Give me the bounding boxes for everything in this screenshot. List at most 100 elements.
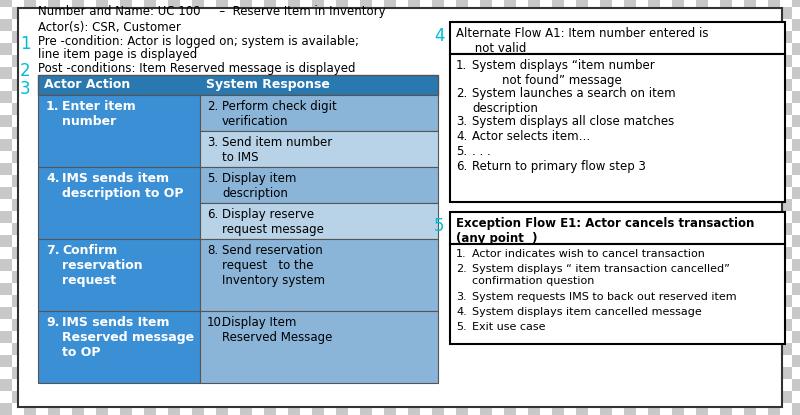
Bar [204, 379, 216, 391]
Bar [180, 235, 192, 247]
Bar [528, 0, 540, 7]
Bar [684, 403, 696, 415]
Bar [132, 295, 144, 307]
Bar [168, 7, 180, 19]
Bar [24, 127, 36, 139]
Bar [12, 31, 24, 43]
Bar [396, 343, 408, 355]
Bar [468, 91, 480, 103]
Bar [360, 223, 372, 235]
Bar [240, 367, 252, 379]
Bar [360, 139, 372, 151]
Bar [600, 67, 612, 79]
Bar [696, 331, 708, 343]
Bar [168, 19, 180, 31]
Bar [132, 367, 144, 379]
Bar [192, 235, 204, 247]
Bar [540, 379, 552, 391]
Bar [168, 115, 180, 127]
Bar [660, 331, 672, 343]
Bar [96, 379, 108, 391]
Bar [156, 199, 168, 211]
Bar [348, 223, 360, 235]
Bar [312, 403, 324, 415]
Bar [396, 271, 408, 283]
Bar [360, 103, 372, 115]
Bar [444, 211, 456, 223]
Bar [36, 187, 48, 199]
Bar [648, 67, 660, 79]
Bar [792, 19, 800, 31]
Bar [372, 67, 384, 79]
Bar [660, 259, 672, 271]
Bar [756, 103, 768, 115]
Bar [192, 151, 204, 163]
Bar [144, 31, 156, 43]
Bar [780, 319, 792, 331]
Bar [252, 151, 264, 163]
Bar [264, 91, 276, 103]
Bar [72, 7, 84, 19]
Bar [336, 55, 348, 67]
Bar [36, 307, 48, 319]
Bar [456, 295, 468, 307]
Bar [504, 91, 516, 103]
Bar [96, 175, 108, 187]
Bar [348, 331, 360, 343]
Bar [132, 67, 144, 79]
Bar [360, 7, 372, 19]
Bar [228, 67, 240, 79]
Bar [732, 235, 744, 247]
Bar [708, 343, 720, 355]
Bar [528, 91, 540, 103]
Bar [108, 343, 120, 355]
Bar [192, 259, 204, 271]
Bar [192, 187, 204, 199]
Bar [192, 391, 204, 403]
Bar [264, 343, 276, 355]
Bar [300, 67, 312, 79]
Bar [300, 103, 312, 115]
Bar [144, 55, 156, 67]
Bar [204, 355, 216, 367]
Bar [672, 79, 684, 91]
Bar [528, 115, 540, 127]
Bar [732, 211, 744, 223]
Bar [528, 391, 540, 403]
Bar [288, 163, 300, 175]
Bar [552, 139, 564, 151]
Bar [336, 19, 348, 31]
Bar [384, 163, 396, 175]
Bar [312, 391, 324, 403]
Bar [12, 19, 24, 31]
Bar [168, 139, 180, 151]
Bar [432, 235, 444, 247]
Bar [372, 43, 384, 55]
Bar [600, 151, 612, 163]
Bar [552, 307, 564, 319]
Bar [204, 43, 216, 55]
Bar [252, 67, 264, 79]
Bar [624, 331, 636, 343]
Bar [600, 139, 612, 151]
Bar [264, 235, 276, 247]
Bar [768, 163, 780, 175]
Bar [684, 103, 696, 115]
Bar [576, 19, 588, 31]
Bar [732, 307, 744, 319]
Bar [348, 307, 360, 319]
Bar [384, 0, 396, 7]
Bar [396, 223, 408, 235]
Bar [432, 127, 444, 139]
Bar [492, 43, 504, 55]
Bar [336, 307, 348, 319]
Bar [168, 175, 180, 187]
Bar [228, 295, 240, 307]
Bar [624, 0, 636, 7]
Bar [216, 367, 228, 379]
Bar [324, 319, 336, 331]
Bar [372, 391, 384, 403]
Bar [192, 103, 204, 115]
Bar [588, 199, 600, 211]
Bar [756, 283, 768, 295]
